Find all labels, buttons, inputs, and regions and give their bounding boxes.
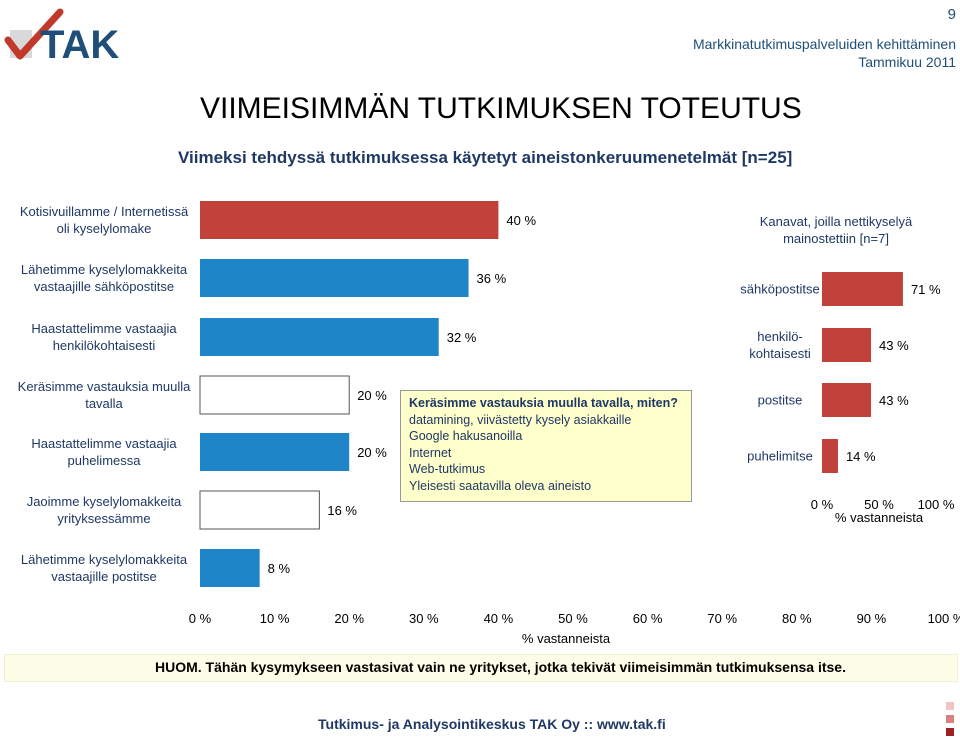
bar-value-label: 36 % <box>477 271 507 286</box>
category-label: Keräsimme vastauksia muulla <box>18 379 191 394</box>
footnote: HUOM. Tähän kysymykseen vastasivat vain … <box>4 654 958 682</box>
bar-value-label: 32 % <box>447 330 477 345</box>
footer-text: Tutkimus- ja Analysointikeskus TAK Oy ::… <box>318 716 666 732</box>
chart-subtitle: Viimeksi tehdyssä tutkimuksessa käytetyt… <box>178 148 793 167</box>
inset-bar <box>822 383 872 417</box>
bar <box>200 201 499 239</box>
header-project-name: Markkinatutkimuspalveluiden kehittäminen <box>692 36 956 52</box>
x-tick-label: 10 % <box>260 611 290 626</box>
x-axis-label: % vastanneista <box>522 631 611 646</box>
x-tick-label: 30 % <box>409 611 439 626</box>
x-tick-label: 80 % <box>782 611 812 626</box>
category-label: henkilökohtaisesti <box>53 338 156 353</box>
x-tick-label: 40 % <box>484 611 514 626</box>
bar <box>200 549 260 587</box>
bar-value-label: 8 % <box>268 561 291 576</box>
inset-x-tick-label: 0 % <box>811 497 834 512</box>
callout-item: Web-tutkimus <box>409 462 486 476</box>
category-label: yrityksessämme <box>57 511 150 526</box>
x-tick-label: 0 % <box>189 611 212 626</box>
inset-title: mainostettiin [n=7] <box>783 231 889 246</box>
inset-category-label: postitse <box>758 393 803 408</box>
category-label: Jaoimme kyselylomakkeita <box>27 494 182 509</box>
bar <box>199 375 350 415</box>
callout-item: Internet <box>409 445 452 460</box>
logo-text: TAK <box>40 23 119 66</box>
category-label: Haastattelimme vastaajia <box>31 436 177 451</box>
inset-x-tick-label: 100 % <box>918 497 955 512</box>
decorative-squares <box>946 702 954 736</box>
x-tick-label: 100 % <box>928 611 960 626</box>
callout-item: Google hakusanoilla <box>409 429 523 443</box>
other-methods-callout: Keräsimme vastauksia muulla tavalla, mit… <box>400 390 692 502</box>
inset-bar-value-label: 14 % <box>846 449 876 464</box>
category-label: tavalla <box>85 396 123 411</box>
x-tick-label: 60 % <box>633 611 663 626</box>
bar <box>199 490 320 530</box>
x-tick-label: 50 % <box>558 611 588 626</box>
category-label: Kotisivuillamme / Internetissä <box>20 204 189 219</box>
category-label: Haastattelimme vastaajia <box>31 321 177 336</box>
inset-category-label: puhelimitse <box>747 449 813 464</box>
bar <box>200 433 350 471</box>
x-tick-label: 20 % <box>334 611 364 626</box>
inset-bar <box>822 439 838 473</box>
category-label: Lähetimme kyselylomakkeita <box>21 262 188 277</box>
bar-value-label: 20 % <box>357 388 387 403</box>
inset-category-label: henkilö- <box>757 329 803 344</box>
bar-value-label: 20 % <box>357 445 387 460</box>
inset-bar <box>822 328 872 362</box>
callout-item: datamining, viivästetty kysely asiakkail… <box>409 412 632 427</box>
category-label: puhelimessa <box>68 453 142 468</box>
inset-category-label: sähköpostitse <box>740 282 820 297</box>
inset-title: Kanavat, joilla nettikyselyä <box>760 214 913 229</box>
inset-x-tick-label: 50 % <box>864 497 894 512</box>
callout-item: Yleisesti saatavilla oleva aineisto <box>409 478 592 493</box>
category-label: vastaajille postitse <box>51 569 157 584</box>
header-date: Tammikuu 2011 <box>858 54 956 70</box>
x-tick-label: 70 % <box>707 611 737 626</box>
inset-bar-value-label: 43 % <box>879 393 909 408</box>
bar-value-label: 40 % <box>506 213 536 228</box>
bar <box>200 318 439 356</box>
page-number: 9 <box>947 6 956 23</box>
category-label: vastaajille sähköpostitse <box>34 279 174 294</box>
inset-bar-value-label: 71 % <box>911 282 941 297</box>
inset-bar-value-label: 43 % <box>879 338 909 353</box>
inset-x-axis-label: % vastanneista <box>835 510 924 525</box>
bar <box>200 259 469 297</box>
bar-value-label: 16 % <box>327 503 357 518</box>
x-tick-label: 90 % <box>857 611 887 626</box>
page-title: VIIMEISIMMÄN TUTKIMUKSEN TOTEUTUS <box>200 92 802 125</box>
category-label: oli kyselylomake <box>57 221 152 236</box>
callout-title: Keräsimme vastauksia muulla tavalla, mit… <box>409 396 678 410</box>
inset-bar <box>822 272 903 306</box>
inset-category-label: kohtaisesti <box>749 346 811 361</box>
category-label: Lähetimme kyselylomakkeita <box>21 552 188 567</box>
tak-logo: TAK <box>4 8 119 66</box>
